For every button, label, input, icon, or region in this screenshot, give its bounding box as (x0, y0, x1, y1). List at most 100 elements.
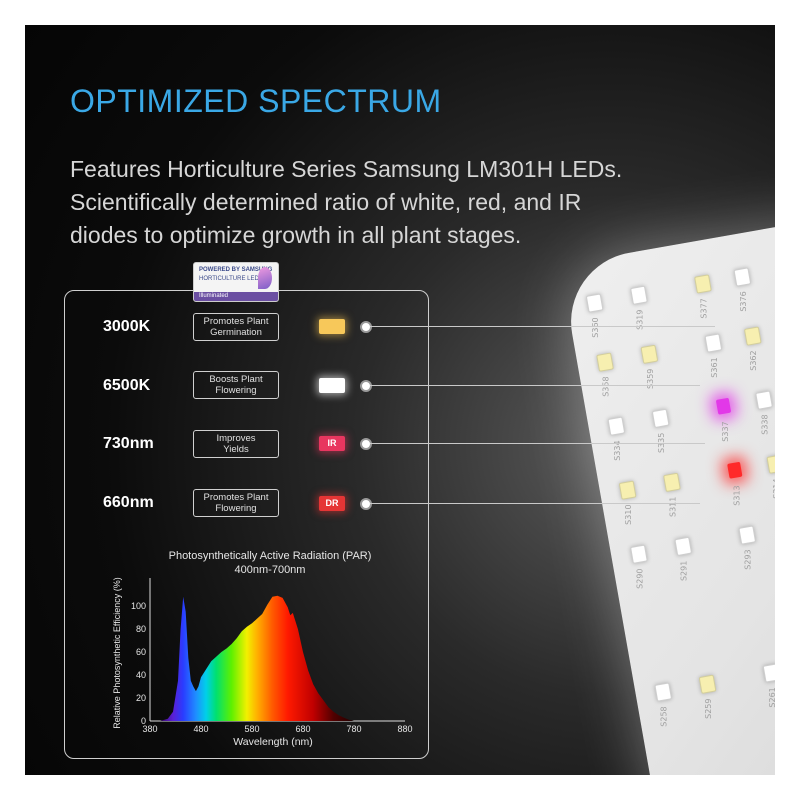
board-led (663, 472, 681, 493)
board-led (727, 461, 743, 479)
y-tick-label: 80 (136, 624, 146, 634)
board-led (766, 454, 775, 474)
row-6500k-box-text: Boosts Plant Flowering (209, 374, 262, 396)
board-led-label: S290 (635, 568, 645, 589)
row-3000k-box-text: Promotes Plant Germination (204, 316, 269, 338)
board-led-label: S338 (760, 414, 770, 435)
row-660nm-pointer-line (370, 503, 700, 504)
description-line-1: Features Horticulture Series Samsung LM3… (70, 156, 623, 182)
board-led-label: S293 (743, 549, 753, 570)
board-led-label: S360 (591, 317, 601, 338)
row-3000k-box-line1: Promotes Plant (203, 316, 269, 327)
board-led-label: S314 (771, 478, 775, 499)
x-tick-label: 780 (346, 724, 361, 734)
board-led-label: S310 (624, 504, 634, 525)
row-6500k-box: Boosts Plant Flowering (193, 371, 279, 399)
chart-y-axis-label: Relative Photosynthetic Efficiency (%) (112, 577, 122, 728)
row-730nm-label: 730nm (103, 435, 154, 452)
board-led-label: S258 (659, 706, 669, 727)
row-730nm-box: Improves Yields (193, 430, 279, 458)
row-660nm-box: Promotes Plant Flowering (193, 489, 279, 517)
x-tick-label: 680 (295, 724, 310, 734)
row-6500k-box-line2: Flowering (215, 385, 257, 396)
badge-line-3: Illuminated (194, 292, 278, 301)
board-led-label: S261 (768, 687, 775, 708)
board-led-label: S361 (709, 357, 719, 378)
row-730nm-pointer-dot (360, 438, 372, 450)
row-6500k-pointer-dot (360, 380, 372, 392)
board-led-label: S291 (679, 560, 689, 582)
board-led-label: S337 (721, 421, 731, 442)
x-tick-label: 380 (142, 724, 157, 734)
board-led (651, 408, 670, 429)
board-led (630, 544, 648, 564)
par-spectrum-chart: Photosynthetically Active Radiation (PAR… (112, 550, 413, 748)
y-tick-label: 40 (136, 670, 146, 680)
board-led (755, 390, 773, 410)
board-led (618, 480, 637, 500)
row-660nm-box-line1: Promotes Plant (203, 492, 269, 503)
y-tick-label: 100 (131, 601, 146, 611)
chart-x-axis-label: Wavelength (nm) (233, 736, 313, 748)
board-led (715, 397, 732, 415)
board-led (698, 674, 717, 694)
y-tick-label: 0 (141, 716, 146, 726)
board-led (596, 352, 614, 372)
board-led (607, 416, 626, 436)
board-led (738, 525, 757, 545)
board-led (585, 293, 604, 313)
board-led (640, 344, 659, 365)
row-6500k-box-line1: Boosts Plant (209, 374, 263, 385)
board-led (630, 285, 648, 305)
chart-title: Photosynthetically Active Radiation (PAR… (169, 550, 372, 562)
row-660nm-pointer-dot (360, 498, 372, 510)
led-ir-swatch: IR (319, 436, 345, 451)
chart-subtitle: 400nm-700nm (235, 564, 306, 576)
board-led (654, 682, 673, 702)
row-660nm-box-line2: Flowering (215, 503, 257, 514)
row-730nm-box-line2: Yields (223, 444, 249, 455)
board-led-label: S313 (732, 485, 742, 506)
x-tick-label: 480 (193, 724, 208, 734)
board-led-label: S377 (699, 298, 709, 319)
board-led-label: S259 (704, 698, 714, 719)
board-led (674, 536, 693, 557)
board-led (733, 267, 752, 287)
row-3000k-box-line2: Germination (210, 327, 262, 338)
row-730nm-box-line1: Improves (216, 433, 256, 444)
background-canvas: S360S319S377S376S358S359S361S362S334S335… (25, 25, 775, 775)
row-730nm-pointer-line (370, 443, 705, 444)
led-6500k-swatch (319, 378, 345, 393)
row-6500k-pointer-line (370, 385, 700, 386)
row-660nm-box-text: Promotes Plant Flowering (204, 492, 269, 514)
row-3000k-label: 3000K (103, 318, 151, 335)
leaf-logo-icon (258, 267, 272, 289)
description: Features Horticulture Series Samsung LM3… (70, 153, 730, 252)
board-led (704, 333, 723, 353)
row-730nm-box-text: Improves Yields (216, 433, 255, 455)
row-3000k-box: Promotes Plant Germination (193, 313, 279, 341)
board-led (762, 663, 775, 683)
led-board: S360S319S377S376S358S359S361S362S334S335… (560, 218, 775, 775)
description-line-2: Scientifically determined ratio of white… (70, 189, 582, 215)
board-led (743, 326, 762, 346)
row-3000k-pointer-dot (360, 321, 372, 333)
x-tick-label: 880 (397, 724, 412, 734)
chart-marks: 380 480 580 680 780 880 0 20 40 60 80 100 (131, 578, 413, 734)
row-6500k-label: 6500K (103, 377, 151, 394)
y-tick-label: 20 (136, 693, 146, 703)
description-line-3: diodes to optimize growth in all plant s… (70, 222, 522, 248)
badge-line-2: HORTICULTURE LED (199, 276, 259, 282)
badge-line-1: POWERED BY SAMSUNG (199, 267, 273, 273)
samsung-horticulture-badge: POWERED BY SAMSUNG HORTICULTURE LED Illu… (193, 262, 279, 302)
par-spectrum-area (160, 595, 354, 721)
board-led-label: S376 (738, 291, 748, 312)
board-led-label: S362 (749, 350, 759, 371)
row-660nm-label: 660nm (103, 494, 154, 511)
board-led (694, 274, 712, 294)
x-tick-label: 580 (244, 724, 259, 734)
page-title: OPTIMIZED SPECTRUM (70, 83, 442, 119)
board-led-label: S311 (668, 496, 678, 518)
y-tick-label: 60 (136, 647, 146, 657)
led-dr-swatch: DR (319, 496, 345, 511)
